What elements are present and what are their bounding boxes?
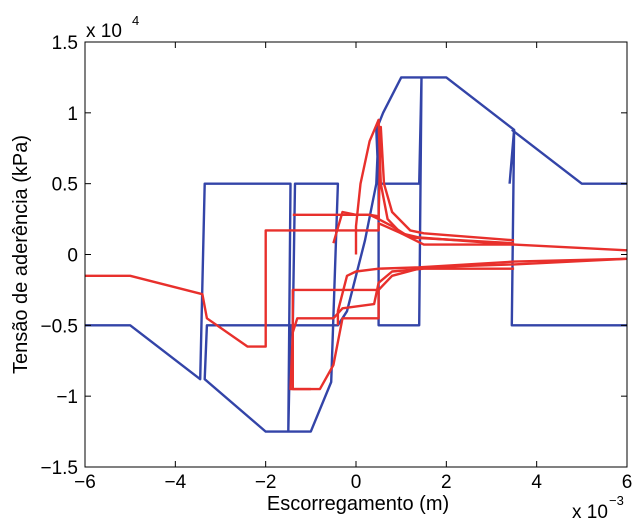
- y-tick-label: 0: [67, 246, 78, 267]
- x-tick-label: −6: [74, 472, 96, 493]
- y-tick-label: 0.5: [52, 175, 78, 196]
- plot-area: [85, 76, 627, 433]
- red-series-line-4: [85, 222, 627, 348]
- x-tick-label: 2: [441, 472, 452, 493]
- y-axis-label: Tensão de aderência (kPa): [10, 135, 32, 374]
- blue-series-line-3: [511, 128, 627, 185]
- x-tick-label: 0: [351, 472, 362, 493]
- red-series-line-6: [292, 213, 515, 245]
- y-multiplier-base: x 10: [86, 21, 122, 42]
- x-tick-label: −2: [255, 472, 277, 493]
- x-multiplier-base: x 10: [572, 502, 608, 521]
- x-axis-label: Escorregamento (m): [267, 493, 449, 515]
- y-tick-label: 1: [67, 104, 78, 125]
- x-multiplier-exponent: −3: [609, 493, 624, 508]
- red-series-line-5: [291, 257, 627, 391]
- y-tick-label: −1.5: [40, 458, 78, 479]
- y-tick-label: 1.5: [52, 33, 78, 54]
- x-multiplier: x 10 −3: [572, 493, 624, 521]
- x-tick-label: −4: [164, 472, 186, 493]
- y-tick-label: −1: [56, 387, 78, 408]
- axis-ticks: −6 −4 −2 0 2 4 6 1.5 1 0.5 0 −0.5 −1 −1.5: [40, 33, 632, 493]
- y-multiplier: x 10 4: [86, 13, 139, 42]
- red-series-line-9: [332, 125, 515, 244]
- y-multiplier-exponent: 4: [132, 13, 139, 28]
- red-series-line-7: [289, 267, 515, 391]
- red-series-line-10: [336, 257, 627, 326]
- x-tick-label: 6: [622, 472, 632, 493]
- x-tick-label: 4: [531, 472, 542, 493]
- blue-series-line-2: [508, 129, 516, 184]
- y-tick-label: −0.5: [40, 316, 78, 337]
